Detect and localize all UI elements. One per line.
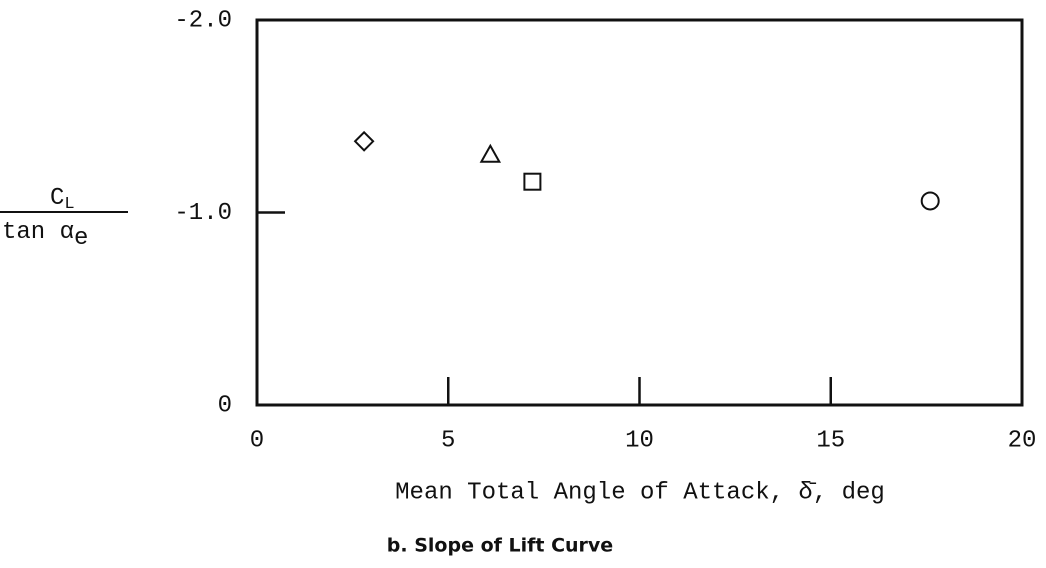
marker bbox=[523, 172, 542, 191]
x-tick-label: 15 bbox=[816, 427, 845, 454]
y-label-numerator: CL bbox=[50, 185, 75, 214]
marker bbox=[479, 143, 502, 163]
plot-frame bbox=[255, 18, 1024, 407]
y-label-tan: tan α bbox=[2, 219, 74, 246]
y-tick-label: -1.0 bbox=[174, 200, 232, 227]
marker bbox=[920, 191, 940, 211]
y-label-sub: e bbox=[74, 225, 88, 252]
x-tick-label: 5 bbox=[441, 427, 455, 454]
y-label-denominator: tan αe bbox=[2, 219, 88, 252]
x-tick-label: 20 bbox=[1008, 427, 1037, 454]
caption: b. Slope of Lift Curve bbox=[387, 535, 613, 557]
x-label: Mean Total Angle of Attack, δ̄, deg bbox=[395, 479, 885, 506]
marker bbox=[353, 130, 375, 152]
y-label-c: C bbox=[50, 185, 64, 212]
x-tick-label: 0 bbox=[250, 427, 264, 454]
y-tick-label: 0 bbox=[218, 392, 232, 419]
y-tick-label: -2.0 bbox=[174, 7, 232, 34]
x-tick-label: 10 bbox=[625, 427, 654, 454]
y-label-sub: L bbox=[64, 195, 74, 214]
